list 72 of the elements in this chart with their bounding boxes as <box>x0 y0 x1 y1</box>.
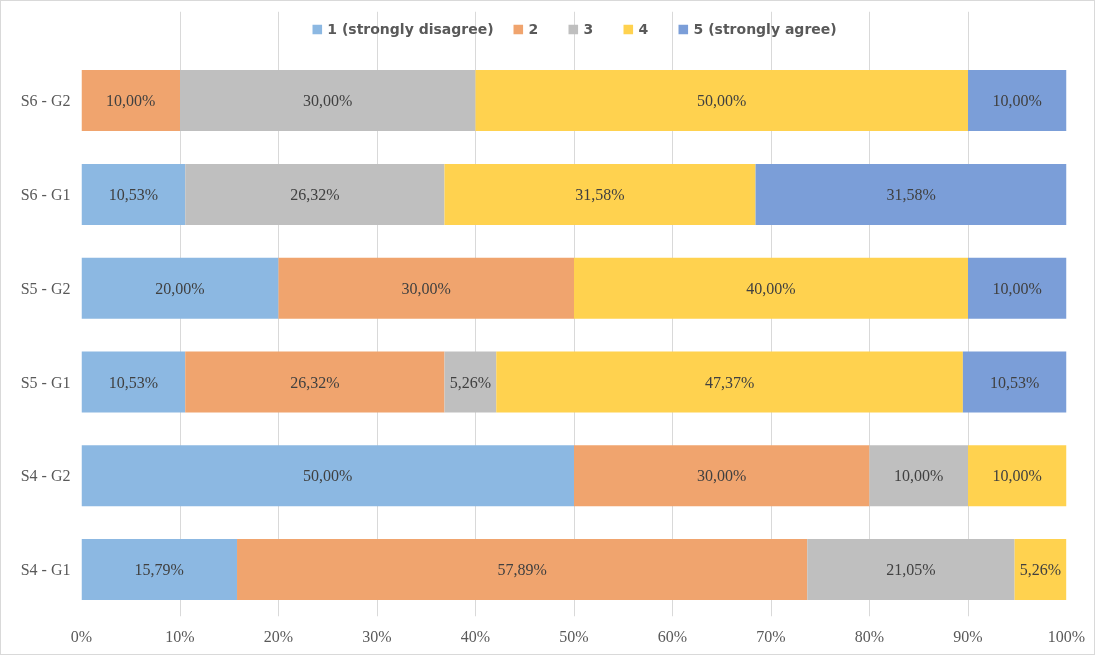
bar <box>1014 539 1067 601</box>
y-tick-label: S4 - G1 <box>20 561 71 579</box>
bar <box>496 351 963 413</box>
bar <box>968 70 1067 132</box>
data-label: 10,53% <box>108 373 159 391</box>
bar <box>180 70 476 132</box>
bar <box>81 445 574 507</box>
data-label: 30,00% <box>697 467 747 485</box>
y-tick-label: S5 - G1 <box>20 373 71 391</box>
data-label: 26,32% <box>290 185 340 203</box>
bar <box>968 445 1067 507</box>
bar <box>574 257 968 319</box>
data-label: 47,37% <box>704 373 755 391</box>
bar <box>755 163 1067 225</box>
bar <box>81 70 180 132</box>
data-label: 10,00% <box>992 92 1042 110</box>
x-tick-label: 30% <box>362 627 392 645</box>
legend-label: 4 <box>638 21 650 37</box>
bar <box>869 445 968 507</box>
data-label: 10,00% <box>992 279 1042 297</box>
y-tick-label: S6 - G1 <box>20 185 71 203</box>
bar <box>81 257 279 319</box>
data-label: 5,26% <box>449 373 492 391</box>
data-label: 26,32% <box>290 373 340 391</box>
data-label: 15,79% <box>134 561 184 579</box>
x-tick-label: 0% <box>70 627 93 645</box>
y-tick-label: S6 - G2 <box>20 92 71 110</box>
bar <box>278 257 574 319</box>
bar <box>807 539 1015 601</box>
y-tick-label: S5 - G2 <box>20 279 71 297</box>
bar <box>962 351 1067 413</box>
data-label: 57,89% <box>497 561 547 579</box>
bar <box>968 257 1067 319</box>
data-label: 50,00% <box>697 92 747 110</box>
x-tick-label: 100% <box>1047 627 1086 645</box>
data-label: 5,26% <box>1019 561 1062 579</box>
data-label: 10,00% <box>894 467 944 485</box>
x-tick-label: 80% <box>854 627 885 645</box>
bar <box>81 351 186 413</box>
x-tick-label: 70% <box>756 627 786 645</box>
bar <box>81 539 238 601</box>
bar <box>475 70 968 132</box>
bar <box>81 163 186 225</box>
x-tick-label: 10% <box>165 627 195 645</box>
bar <box>444 163 756 225</box>
data-label: 50,00% <box>303 467 353 485</box>
x-tick-label: 40% <box>460 627 491 645</box>
bar <box>444 351 497 413</box>
bar <box>185 163 445 225</box>
data-label: 20,00% <box>155 279 205 297</box>
bar <box>185 351 445 413</box>
x-tick-label: 50% <box>559 627 589 645</box>
data-label: 10,00% <box>106 92 156 110</box>
bar <box>574 445 870 507</box>
data-label: 10,53% <box>990 373 1040 391</box>
legend-label: 2 <box>528 21 540 37</box>
legend-label: 1 (strongly disagree) <box>327 21 494 37</box>
data-label: 31,58% <box>886 185 936 203</box>
x-tick-label: 60% <box>657 627 688 645</box>
data-label: 40,00% <box>746 279 796 297</box>
data-label: 21,05% <box>886 561 936 579</box>
data-label: 30,00% <box>303 92 353 110</box>
x-tick-label: 20% <box>263 627 294 645</box>
data-label: 10,53% <box>108 185 159 203</box>
y-tick-label: S4 - G2 <box>20 467 71 485</box>
data-label: 31,58% <box>575 185 625 203</box>
bar <box>237 539 808 601</box>
legend-label: 5 (strongly agree) <box>693 21 837 37</box>
data-label: 10,00% <box>992 467 1042 485</box>
data-label: 30,00% <box>401 279 451 297</box>
legend-label: 3 <box>583 21 595 37</box>
x-tick-label: 90% <box>953 627 983 645</box>
